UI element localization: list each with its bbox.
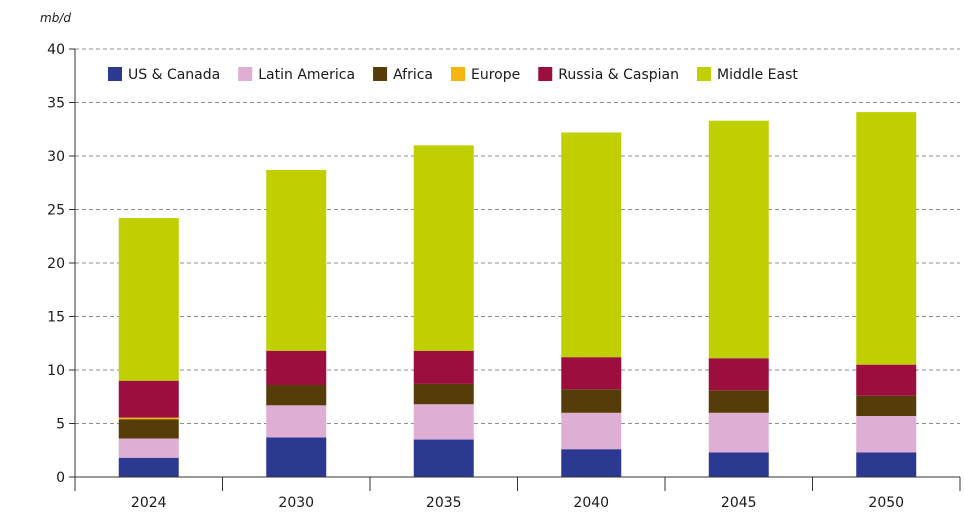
y-tick-label: 35 bbox=[47, 96, 65, 112]
y-tick-label: 5 bbox=[56, 417, 65, 433]
bar-segment bbox=[856, 416, 917, 453]
bar-segment bbox=[856, 452, 917, 477]
legend-item: Africa bbox=[373, 67, 433, 83]
x-tick-label: 2050 bbox=[868, 495, 904, 511]
bar-segment bbox=[708, 412, 769, 453]
bar-segment bbox=[856, 364, 917, 396]
x-tick-label: 2030 bbox=[278, 495, 314, 511]
legend-item: Latin America bbox=[238, 67, 355, 83]
legend-label: Africa bbox=[393, 67, 433, 83]
x-tick-label: 2045 bbox=[721, 495, 757, 511]
legend-item: Middle East bbox=[696, 67, 798, 83]
bar-segment bbox=[708, 120, 769, 359]
bar-segment bbox=[561, 132, 622, 358]
bar-segment bbox=[118, 417, 179, 420]
legend-label: Latin America bbox=[258, 67, 355, 83]
y-tick-label: 25 bbox=[47, 203, 65, 219]
y-tick-label: 20 bbox=[47, 256, 65, 272]
legend-swatch bbox=[373, 67, 388, 81]
gridlines bbox=[75, 48, 960, 424]
bar-segment bbox=[413, 350, 474, 384]
y-tick-label: 10 bbox=[47, 363, 65, 379]
legend-label: Russia & Caspian bbox=[558, 67, 679, 83]
bar-segment bbox=[708, 390, 769, 413]
bar-segment bbox=[708, 452, 769, 477]
bar-segment bbox=[266, 384, 327, 406]
bar-segment bbox=[266, 437, 327, 477]
legend-label: US & Canada bbox=[128, 67, 220, 83]
bar-segment bbox=[413, 145, 474, 351]
bar-segment bbox=[413, 383, 474, 405]
x-axis-ticks: 2024 2030 2035 2040 2045 2050 bbox=[74, 477, 961, 511]
x-tick-label: 2040 bbox=[573, 495, 609, 511]
y-tick-label: 0 bbox=[56, 470, 65, 486]
legend-item: Russia & Caspian bbox=[538, 67, 679, 83]
bar-segment bbox=[266, 405, 327, 438]
bar-segment bbox=[856, 395, 917, 417]
y-axis-unit-label: mb/d bbox=[40, 11, 71, 25]
y-tick-label: 40 bbox=[47, 42, 65, 58]
bar-segment bbox=[118, 380, 179, 418]
legend-item: Europe bbox=[451, 67, 520, 83]
legend-swatch bbox=[238, 67, 253, 81]
legend-item: US & Canada bbox=[108, 67, 220, 83]
bar-segment bbox=[561, 389, 622, 413]
bar-segment bbox=[856, 112, 917, 365]
legend-swatch bbox=[108, 67, 122, 81]
bar-segment bbox=[266, 169, 327, 351]
bars bbox=[118, 112, 917, 477]
legend-swatch bbox=[538, 67, 553, 81]
bar-segment bbox=[561, 412, 622, 450]
bar-segment bbox=[118, 218, 179, 381]
y-tick-label: 30 bbox=[47, 149, 65, 165]
legend-label: Europe bbox=[471, 67, 520, 83]
bar-segment bbox=[561, 357, 622, 390]
bar-segment bbox=[561, 449, 622, 477]
x-tick-label: 2024 bbox=[131, 495, 167, 511]
bar-segment bbox=[266, 350, 327, 385]
y-tick-label: 15 bbox=[47, 310, 65, 326]
bar-segment bbox=[413, 439, 474, 477]
legend-swatch bbox=[696, 67, 711, 81]
x-tick-label: 2035 bbox=[426, 495, 462, 511]
legend-label: Middle East bbox=[717, 67, 798, 83]
legend-swatch bbox=[451, 67, 466, 81]
bar-segment bbox=[708, 358, 769, 391]
bar-segment bbox=[118, 419, 179, 439]
bar-segment bbox=[413, 404, 474, 440]
bar-segment bbox=[118, 457, 179, 477]
bar-segment bbox=[118, 438, 179, 458]
legend: US & Canada Latin America Africa Europe Russ… bbox=[108, 67, 798, 83]
y-axis-ticks: 0 5 10 15 20 25 30 35 40 bbox=[47, 42, 75, 486]
